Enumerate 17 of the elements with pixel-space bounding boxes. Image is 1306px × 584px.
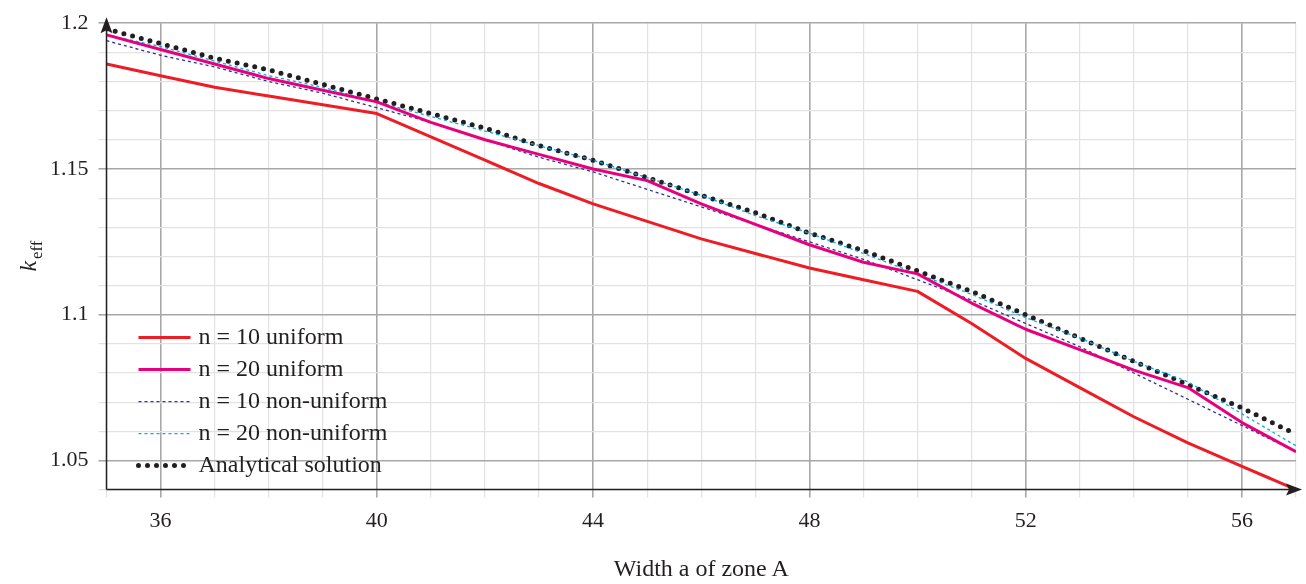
x-tick-label: 48 [798, 506, 821, 532]
x-tick-label: 40 [365, 506, 388, 532]
legend-label: n = 20 non-uniform [198, 418, 388, 445]
x-tick-label: 36 [149, 506, 172, 532]
y-tick-label: 1.15 [50, 154, 89, 180]
x-tick-label: 44 [582, 506, 605, 532]
legend-label: Analytical solution [198, 450, 382, 477]
y-tick-label: 1.1 [61, 300, 89, 326]
y-axis-title: keff [15, 240, 46, 272]
y-tick-label: 1.2 [61, 8, 89, 34]
y-tick-label: 1.05 [50, 446, 89, 472]
legend-label: n = 10 non-uniform [198, 386, 388, 413]
x-axis-title: Width a of zone A [613, 555, 790, 582]
legend-label: n = 10 uniform [198, 322, 344, 349]
legend-label: n = 20 uniform [198, 354, 344, 381]
x-tick-label: 56 [1230, 506, 1253, 532]
x-tick-label: 52 [1014, 506, 1037, 532]
